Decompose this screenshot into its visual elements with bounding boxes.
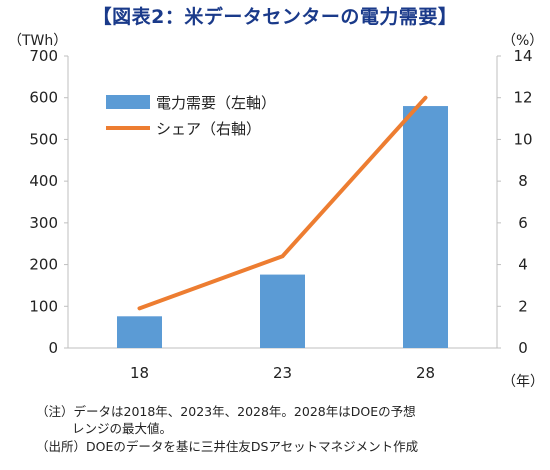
left-tick-label: 100 xyxy=(29,297,58,315)
legend-bar-label: 電力需要（左軸） xyxy=(156,94,276,112)
left-tick-label: 600 xyxy=(29,89,58,107)
bar-28 xyxy=(403,106,448,348)
x-tick-label: 18 xyxy=(130,364,149,382)
left-axis-unit: （TWh） xyxy=(8,33,68,49)
right-tick-label: 2 xyxy=(518,297,528,315)
left-tick-label: 700 xyxy=(29,47,58,65)
source-note: （出所）DOEのデータを基に三井住友DSアセットマネジメント作成 xyxy=(36,439,419,454)
x-axis-unit: （年） xyxy=(502,374,544,390)
chart-title: 【図表2：米データセンターの電力需要】 xyxy=(92,6,458,28)
right-tick-label: 4 xyxy=(518,256,528,274)
right-tick-label: 6 xyxy=(518,214,528,232)
left-tick-label: 400 xyxy=(29,172,58,190)
right-tick-label: 0 xyxy=(518,339,528,357)
left-tick-label: 0 xyxy=(48,339,58,357)
legend-line-label: シェア（右軸） xyxy=(156,120,261,138)
left-tick-label: 500 xyxy=(29,130,58,148)
right-tick-label: 8 xyxy=(518,172,528,190)
bar-18 xyxy=(117,316,162,348)
note-line-1: （注）データは2018年、2023年、2028年。2028年はDOEの予想 xyxy=(36,404,416,419)
right-axis-unit: （%） xyxy=(502,33,544,49)
legend-bar-swatch xyxy=(106,95,150,109)
bar-23 xyxy=(260,274,305,348)
x-tick-label: 23 xyxy=(273,364,292,382)
left-tick-label: 300 xyxy=(29,214,58,232)
share-line xyxy=(137,95,428,311)
left-tick-label: 200 xyxy=(29,256,58,274)
x-tick-label: 28 xyxy=(416,364,435,382)
note-line-1-continued: レンジの最大値。 xyxy=(72,421,173,436)
right-tick-label: 10 xyxy=(513,130,532,148)
right-tick-label: 12 xyxy=(513,89,532,107)
right-tick-label: 14 xyxy=(513,47,532,65)
chart-area: 0 100 200 300 400 500 600 700 0 2 4 6 8 10 12 14 18 23 28 電… xyxy=(29,47,532,382)
